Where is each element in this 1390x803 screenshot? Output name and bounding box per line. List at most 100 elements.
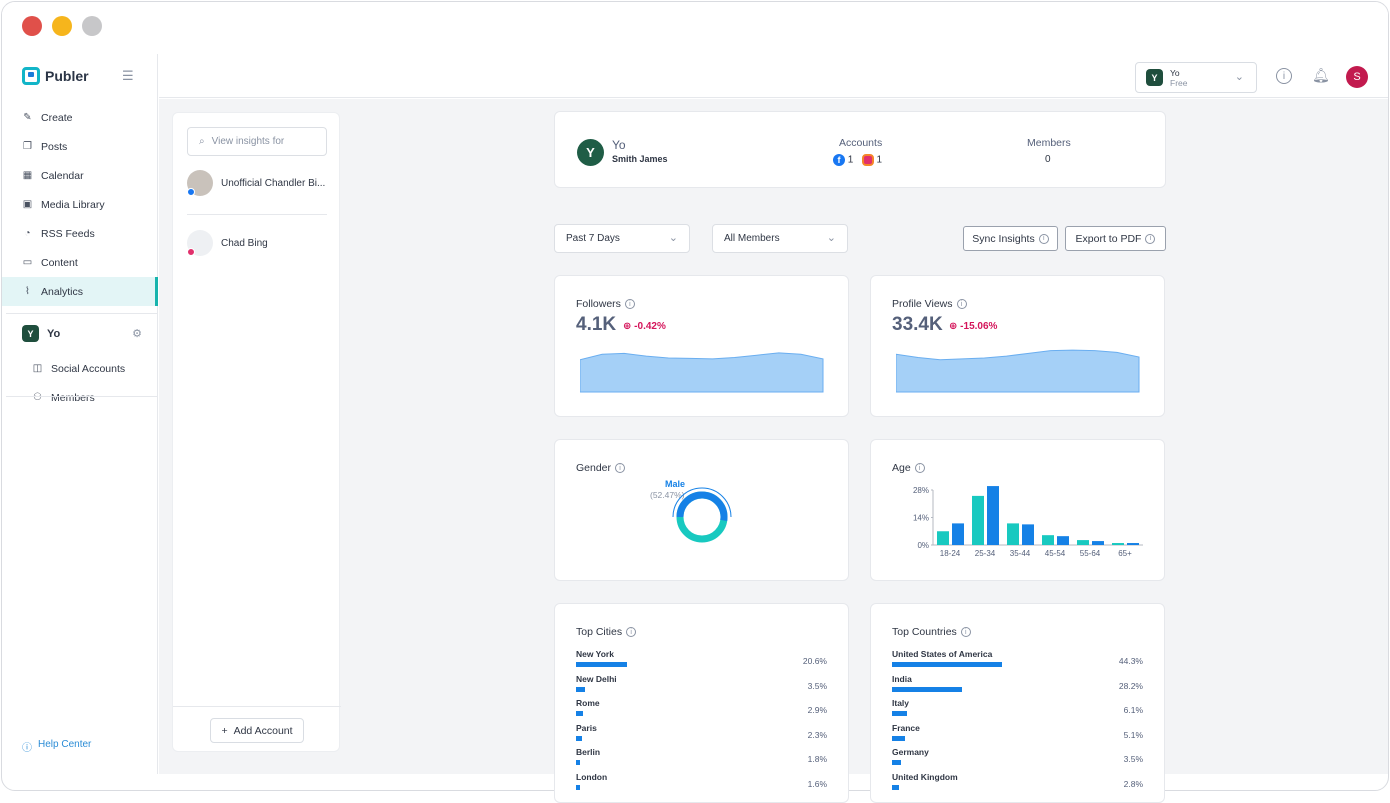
search-input[interactable]: ⌕ View insights for	[187, 127, 327, 156]
nav-item-create[interactable]: ✎ Create	[2, 103, 158, 132]
list-item-bar	[892, 760, 901, 765]
nav-item-rss-feeds[interactable]: ◔ RSS Feeds	[2, 219, 158, 248]
nav-item-content[interactable]: ▭ Content	[2, 248, 158, 277]
sync-insights-button[interactable]: Sync Insights i	[963, 226, 1058, 251]
list-item-bar	[892, 686, 963, 692]
help-center-link[interactable]: ⓘ Help Center	[22, 739, 91, 754]
followers-value: 4.1K	[576, 314, 617, 335]
age-bar[interactable]	[1077, 540, 1089, 545]
bell-icon[interactable]: 🔔︎	[1312, 67, 1330, 83]
info-icon[interactable]: i	[914, 463, 925, 474]
age-bar[interactable]	[952, 523, 964, 545]
nav-item-calendar[interactable]: ▦ Calendar	[2, 161, 158, 190]
list-item: France 5.1%	[892, 723, 1143, 741]
list-item: Paris 2.3%	[576, 723, 827, 741]
age-bar[interactable]	[1042, 535, 1054, 545]
list-item: London 1.6%	[576, 772, 827, 790]
x-tick-label: 45-54	[1045, 549, 1066, 558]
list-item-percent: 2.3%	[807, 729, 827, 740]
info-icon[interactable]: i	[624, 299, 635, 310]
nav-item-media-library[interactable]: ▣ Media Library	[2, 190, 158, 219]
maximize-window-button[interactable]	[82, 16, 102, 36]
profile-views-area	[896, 349, 1140, 393]
age-bar[interactable]	[937, 531, 949, 545]
list-item-percent: 44.3%	[1118, 656, 1143, 666]
export-pdf-button[interactable]: Export to PDF i	[1065, 226, 1166, 251]
workspace-avatar: Y	[577, 139, 604, 166]
card-title-text: Profile Views	[892, 298, 953, 310]
x-tick-label: 55-64	[1080, 549, 1101, 558]
change-value: -15.06%	[960, 321, 998, 332]
members-select[interactable]: All Members ⌄	[712, 224, 848, 253]
nav-item-posts[interactable]: ❐ Posts	[2, 132, 158, 161]
accounts-label: Accounts	[839, 137, 883, 149]
workspace-name: Yo	[1170, 67, 1180, 78]
age-bar[interactable]	[1092, 541, 1104, 545]
list-item: New York 20.6%	[576, 649, 827, 667]
info-icon[interactable]: i	[626, 627, 637, 638]
age-bar[interactable]	[1112, 543, 1124, 545]
accounts-counts: f 1 1	[833, 154, 882, 166]
list-item-name: New Delhi	[576, 673, 617, 684]
list-item-percent: 1.6%	[807, 778, 827, 789]
age-bar[interactable]	[1007, 523, 1019, 545]
account-item[interactable]: Unofficial Chandler Bi...	[187, 170, 337, 196]
list-item-percent: 2.8%	[1123, 778, 1143, 789]
publer-logo[interactable]: Publer	[22, 67, 89, 85]
main-nav: ✎ Create ❐ Posts ▦ Calendar ▣ Media Library …	[2, 103, 158, 306]
workspace-selector[interactable]: Y Yo Free ⌄	[1135, 62, 1257, 93]
gender-title: Gender i	[576, 462, 626, 474]
workspace-header[interactable]: Y Yo ⚙	[22, 325, 142, 342]
nav-item-analytics[interactable]: ⌇ Analytics	[2, 277, 158, 306]
age-bar[interactable]	[987, 486, 999, 545]
sync-label: Sync Insights	[972, 232, 1035, 245]
info-icon: i	[1145, 233, 1156, 244]
list-item-bar	[892, 662, 1002, 667]
sidebar-divider	[6, 396, 158, 397]
list-item-bar	[576, 735, 582, 741]
age-bar[interactable]	[972, 495, 984, 545]
info-icon[interactable]: i	[1276, 68, 1292, 84]
followers-change: ⊕ -0.42%	[623, 321, 666, 332]
period-select[interactable]: Past 7 Days ⌄	[554, 224, 690, 253]
facebook-count: 1	[847, 154, 854, 166]
gear-icon[interactable]: ⚙	[132, 328, 142, 340]
account-item[interactable]: Chad Bing	[187, 230, 337, 256]
nav-label: Social Accounts	[51, 362, 126, 375]
user-avatar[interactable]: S	[1346, 66, 1368, 88]
chevron-down-icon: ⌄	[1234, 71, 1244, 83]
info-icon[interactable]: i	[615, 463, 626, 474]
collapse-sidebar-icon[interactable]: ☰	[122, 68, 134, 83]
age-bar[interactable]	[1127, 543, 1139, 545]
info-icon[interactable]: i	[960, 627, 971, 638]
account-name: Chad Bing	[221, 237, 268, 249]
list-item-bar	[576, 784, 580, 790]
info-icon[interactable]: i	[956, 299, 967, 310]
age-bar[interactable]	[1022, 524, 1034, 545]
x-tick-label: 18-24	[940, 549, 961, 558]
nav-label: Create	[41, 111, 73, 124]
list-item-percent: 3.5%	[1123, 754, 1143, 764]
list-item: Germany 3.5%	[892, 747, 1143, 765]
workspace-summary-card: Y Yo Smith James Accounts f 1 1 Members …	[554, 111, 1166, 188]
media-icon: ▣	[22, 199, 33, 210]
top-cities-card: Top Cities i New York 20.6% New Delhi 3.5% Ro…	[554, 603, 849, 803]
followers-area	[580, 352, 824, 393]
card-title-text: Followers	[576, 298, 621, 310]
list-item-name: Rome	[576, 698, 600, 708]
profile-views-title: Profile Views i	[892, 298, 967, 310]
chevron-down-icon: ⌄	[826, 232, 836, 244]
add-account-button[interactable]: + Add Account	[210, 718, 304, 743]
info-icon: i	[1038, 233, 1049, 244]
nav-item-social-accounts[interactable]: ◫ Social Accounts	[2, 354, 158, 383]
close-window-button[interactable]	[22, 16, 42, 36]
list-item-name: Berlin	[576, 747, 601, 757]
nav-item-members[interactable]: ⚇ Members	[2, 383, 158, 412]
posts-icon: ❐	[23, 141, 32, 152]
members-icon: ⚇	[33, 392, 42, 403]
minimize-window-button[interactable]	[52, 16, 72, 36]
list-item-bar	[576, 760, 581, 765]
search-icon: ⌕	[199, 136, 205, 147]
x-tick-label: 35-44	[1010, 549, 1031, 558]
age-bar[interactable]	[1057, 536, 1069, 545]
